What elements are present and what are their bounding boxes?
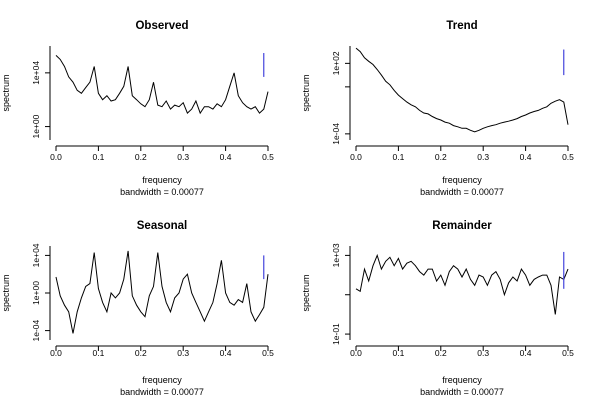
chart-title: Observed [135,20,188,32]
x-tick-label: 0.2 [135,348,147,358]
y-axis-label: spectrum [1,274,11,311]
y-axis-label: spectrum [301,74,311,111]
y-tick-label: 1e-04 [331,123,341,145]
x-tick-label: 0.3 [177,152,189,162]
y-tick-label: 1e-01 [331,323,341,345]
x-tick-label: 0.1 [392,152,404,162]
x-tick-label: 0.2 [435,348,447,358]
x-tick-label: 0.2 [135,152,147,162]
chart-title: Remainder [432,220,492,232]
chart-title: Seasonal [137,220,188,232]
x-tick-label: 0.3 [477,348,489,358]
y-tick-label: 1e+03 [331,243,341,267]
bandwidth-label: bandwidth = 0.00077 [420,387,504,397]
y-axis-label: spectrum [1,74,11,111]
y-tick-label: 1e+04 [31,61,41,85]
bandwidth-label: bandwidth = 0.00077 [120,387,204,397]
x-tick-label: 0.2 [435,152,447,162]
spectrum-line [355,47,569,133]
y-tick-label: 1e+00 [31,114,41,138]
x-tick-label: 0.0 [50,348,62,358]
x-tick-label: 0.4 [220,152,232,162]
x-tick-label: 0.5 [562,152,574,162]
chart-title: Trend [446,20,477,32]
x-tick-label: 0.1 [92,152,104,162]
x-tick-label: 0.5 [562,348,574,358]
bandwidth-label: bandwidth = 0.00077 [120,187,204,197]
y-axis-label: spectrum [301,274,311,311]
x-tick-label: 0.3 [177,348,189,358]
x-tick-label: 0.4 [520,152,532,162]
x-tick-label: 0.1 [92,348,104,358]
x-axis-label: frequency [142,375,182,385]
x-axis-label: frequency [142,175,182,185]
x-axis-label: frequency [442,375,482,385]
x-tick-label: 0.4 [520,348,532,358]
x-tick-label: 0.5 [262,152,274,162]
spectrum-line [55,250,269,334]
x-tick-label: 0.0 [350,348,362,358]
bandwidth-label: bandwidth = 0.00077 [420,187,504,197]
y-tick-label: 1e+04 [31,243,41,267]
x-tick-label: 0.3 [477,152,489,162]
x-tick-label: 0.1 [392,348,404,358]
x-axis-label: frequency [442,175,482,185]
x-tick-label: 0.0 [50,152,62,162]
x-tick-label: 0.5 [262,348,274,358]
spectrum-line [55,55,269,115]
x-tick-label: 0.0 [350,152,362,162]
y-tick-label: 1e+02 [331,51,341,75]
y-tick-label: 1e+00 [31,281,41,305]
y-tick-label: 1e-04 [31,319,41,341]
x-tick-label: 0.4 [220,348,232,358]
spectrum-line [355,253,569,315]
